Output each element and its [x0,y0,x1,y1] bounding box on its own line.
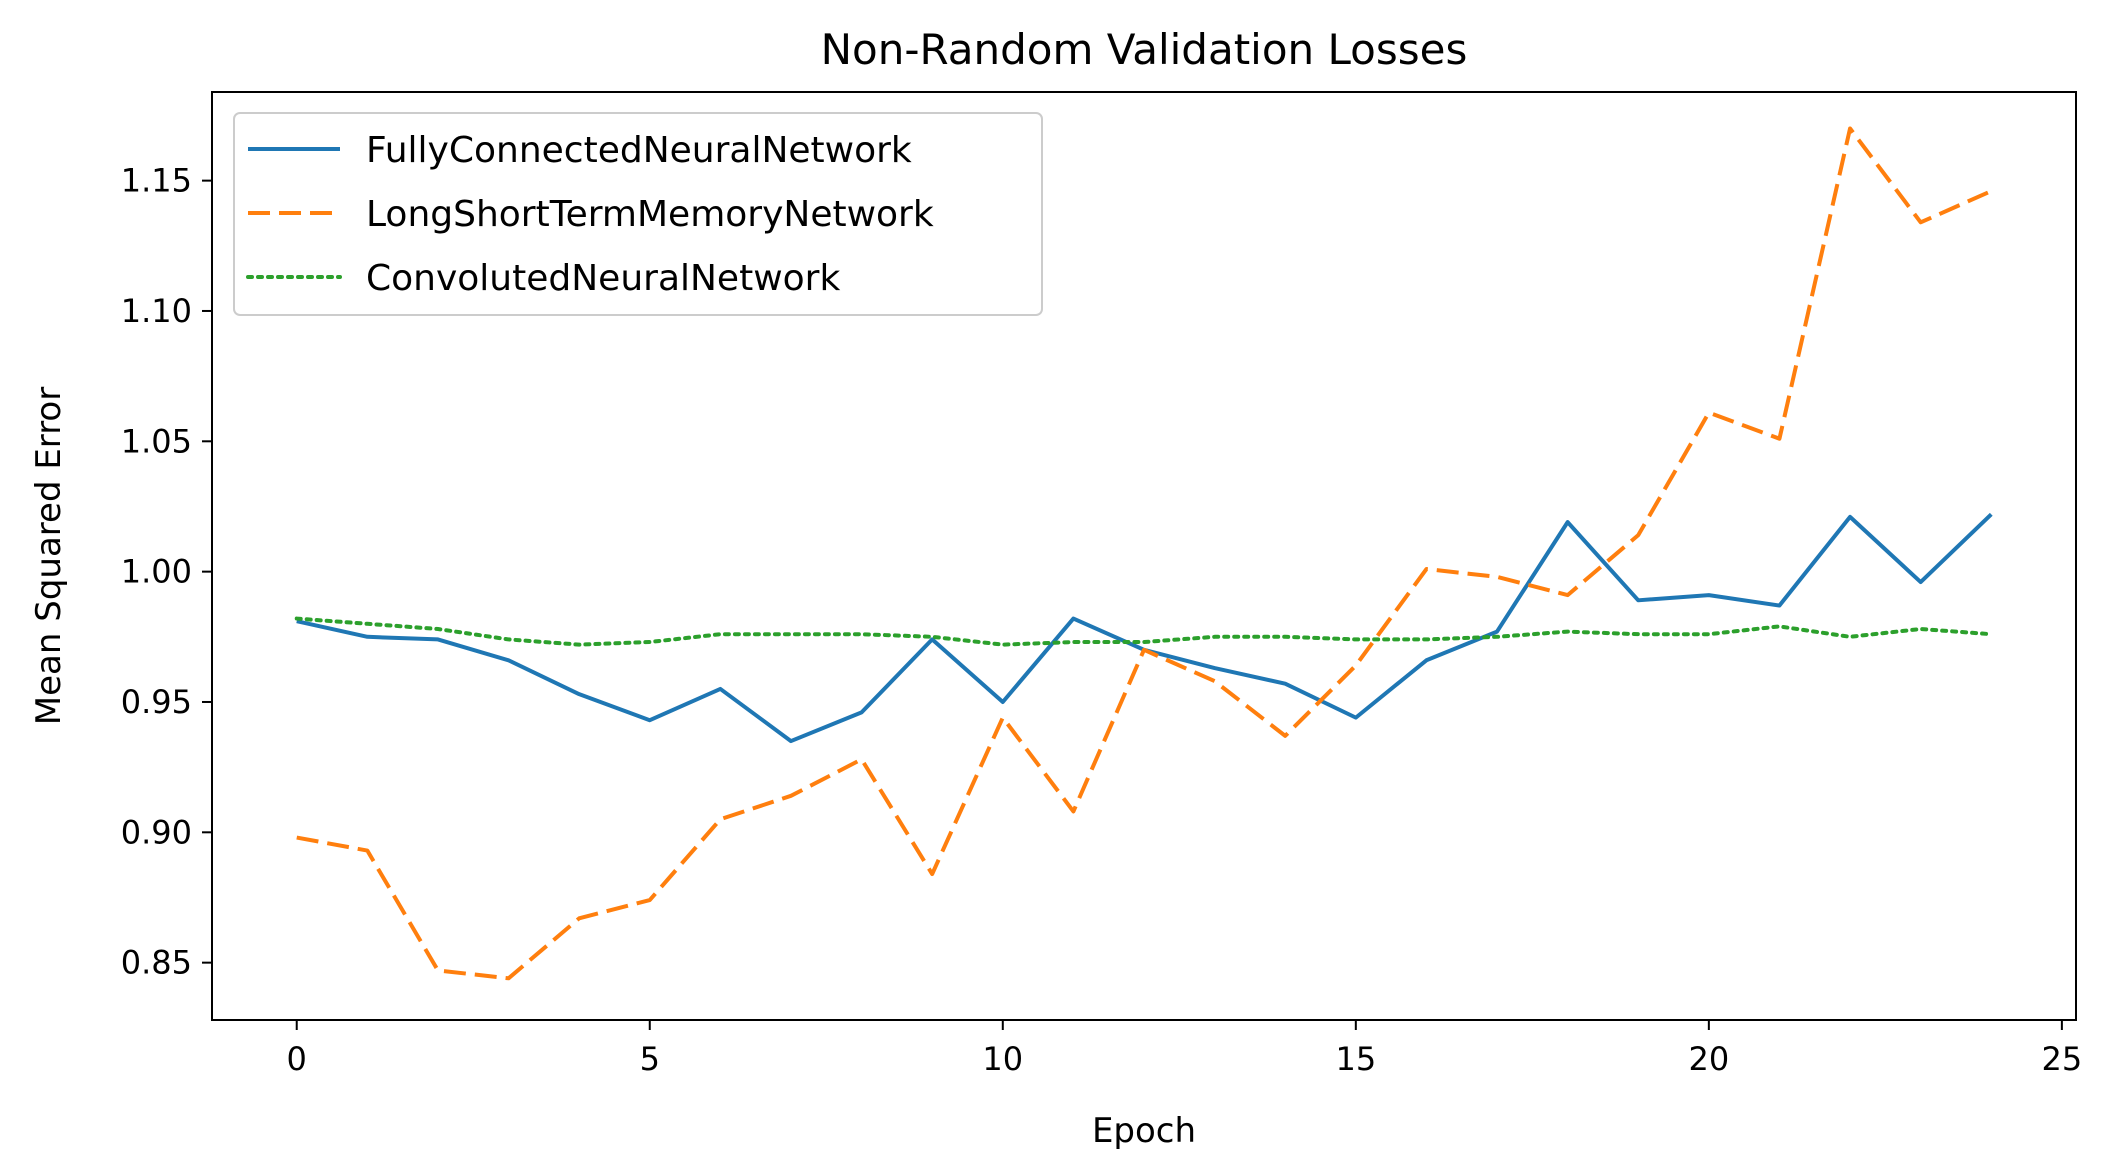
legend: FullyConnectedNeuralNetwork LongShortTerm… [233,112,1043,316]
x-tick-label: 15 [1335,1040,1376,1078]
y-tick-label: 1.10 [121,292,192,330]
axes-frame [211,91,2077,1021]
legend-label-1: FullyConnectedNeuralNetwork [366,130,912,171]
chart-title: Non-Random Validation Losses [821,25,1468,74]
x-tick-label: 5 [640,1040,660,1078]
plot-area [211,91,2077,1021]
x-tick-label: 25 [2042,1040,2083,1078]
y-tick-label: 0.85 [121,944,192,982]
x-tick-label: 20 [1688,1040,1729,1078]
y-tick-label: 1.00 [121,553,192,591]
legend-label-3: ConvolutedNeuralNetwork [366,258,840,299]
y-tick-label: 1.15 [121,162,192,200]
x-tick-label: 10 [982,1040,1023,1078]
y-tick-label: 1.05 [121,422,192,460]
series-line-2 [296,126,1993,981]
y-tick-label: 0.90 [121,813,192,851]
y-axis-ticks: 0.85 0.90 0.95 1.00 1.05 1.10 1.15 [121,162,212,982]
x-tick-label: 0 [287,1040,307,1078]
legend-box [233,112,1043,316]
y-tick-label: 0.95 [121,683,192,721]
x-axis-label: Epoch [1092,1111,1196,1151]
legend-label-2: LongShortTermMemoryNetwork [366,194,934,235]
series-line-3 [294,616,1994,647]
x-axis-ticks: 0 5 10 15 20 25 [287,1020,2083,1078]
series-layer [294,126,1994,981]
y-axis-label: Mean Squared Error [29,387,69,725]
